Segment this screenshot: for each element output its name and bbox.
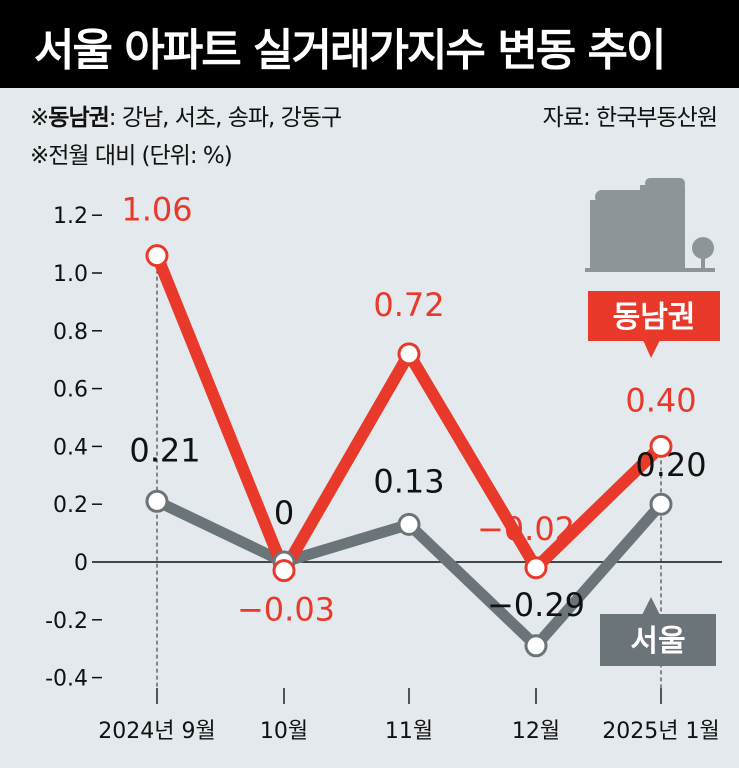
data-label: 0.21 [129, 431, 200, 469]
data-label: −0.03 [237, 591, 335, 629]
data-label: 0.20 [635, 446, 706, 484]
data-label: 0 [274, 494, 294, 532]
data-label: 0.40 [625, 381, 696, 419]
y-tick-label: 0.4 [53, 435, 88, 460]
buildings-icon [585, 178, 715, 272]
legend-seoul-label: 서울 [630, 624, 685, 659]
y-tick-label: 1.0 [53, 262, 88, 287]
y-tick-label: 0.2 [53, 493, 88, 518]
y-tick-label: -0.2 [45, 609, 88, 634]
y-tick-label: 0.8 [53, 320, 88, 345]
x-tick-label: 11월 [385, 719, 433, 744]
data-point [524, 556, 548, 580]
y-tick-label: 1.2 [53, 204, 88, 229]
chart-title: 서울 아파트 실거래가지수 변동 추이 [34, 25, 666, 76]
x-tick-label: 12월 [512, 719, 560, 744]
legend-gangnam-label: 동남권 [613, 300, 696, 335]
data-point [397, 512, 421, 536]
data-point [145, 244, 169, 268]
title-bar: 서울 아파트 실거래가지수 변동 추이 [0, 0, 739, 88]
data-label: 1.06 [121, 191, 192, 229]
y-tick-label: -0.4 [45, 667, 88, 692]
data-point [272, 559, 296, 583]
data-point [145, 489, 169, 513]
region-list: : 강남, 서초, 송파, 강동구 [108, 105, 342, 131]
x-tick-label: 2025년 1월 [602, 719, 719, 744]
data-label: −0.02 [477, 510, 575, 548]
data-label: −0.29 [487, 586, 585, 624]
x-tick-label: 2024년 9월 [98, 719, 215, 744]
legend-gangnam: 동남권 [588, 291, 720, 358]
region-name: 동남권 [48, 105, 109, 131]
data-label: 0.72 [373, 286, 444, 324]
data-point [649, 492, 673, 516]
y-tick-label: 0 [74, 551, 88, 576]
data-point [649, 434, 673, 458]
y-tick-label: 0.6 [53, 378, 88, 403]
unit-note: ※전월 대비 (단위: %) [30, 143, 233, 169]
region-note: ※동남권: 강남, 서초, 송파, 강동구 [30, 98, 342, 132]
legend-seoul: 서울 [600, 597, 716, 666]
note-mark: ※ [30, 105, 49, 131]
data-point [524, 634, 548, 658]
data-label: 0.13 [373, 462, 444, 500]
data-point [397, 342, 421, 366]
source-note: 자료: 한국부동산원 [542, 105, 718, 131]
x-tick-label: 10월 [260, 719, 308, 744]
